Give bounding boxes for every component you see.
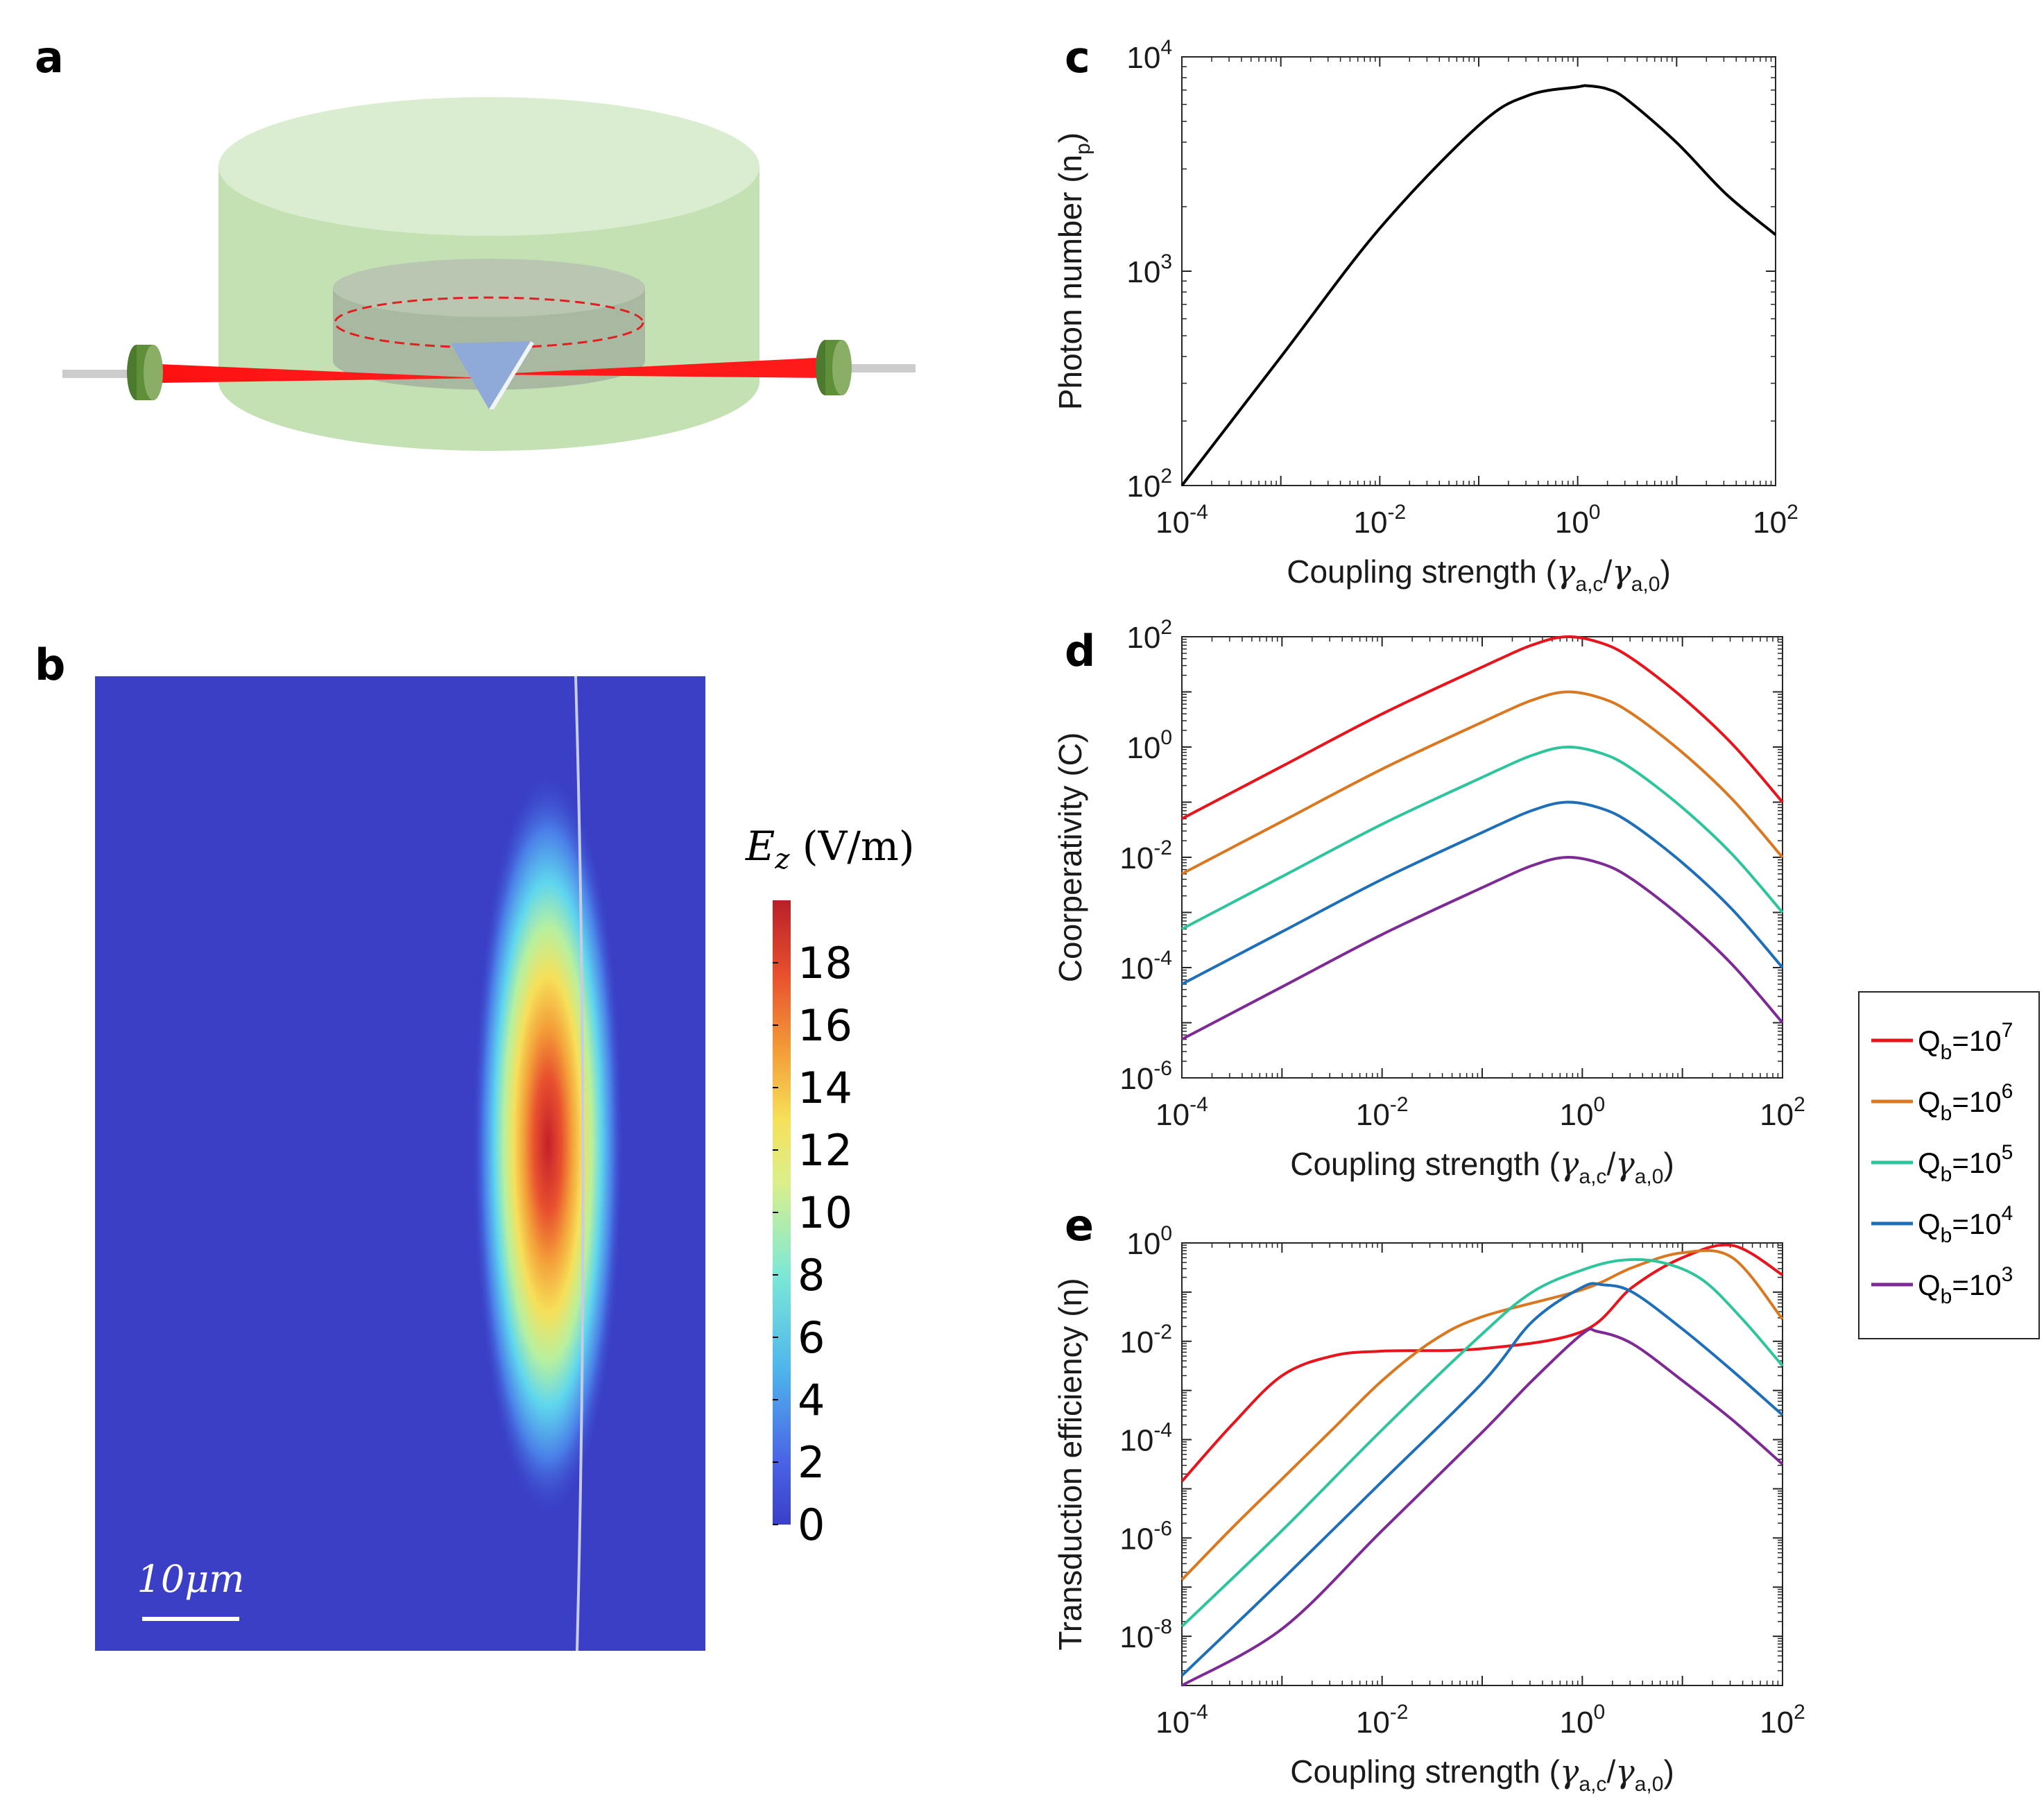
x-tick-label: 10-2 <box>1354 501 1407 540</box>
colorbar-tick-label: 4 <box>798 1375 825 1425</box>
x-tick-label: 10-2 <box>1356 1701 1409 1740</box>
field-mode-profile <box>472 770 624 1519</box>
laser-beam-left <box>160 364 486 383</box>
field-map: 10μm <box>95 676 705 1651</box>
inner-disk-top <box>333 259 645 317</box>
x-axis-label: Coupling strength (γa,c/γa,0) <box>1290 1145 1674 1188</box>
legend-label: Qb=106 <box>1918 1080 2013 1125</box>
series-line-d-0 <box>1181 635 1784 821</box>
x-tick-label: 100 <box>1555 501 1601 540</box>
chart-photon-number: 10-4 10-2 100 102 102 103 104 Coupling strength… <box>1052 36 1798 596</box>
panel-letter-b: b <box>35 640 65 690</box>
colorbar-title: Ez (V/m) <box>745 823 915 875</box>
x-tick-label: 10-2 <box>1356 1093 1409 1132</box>
series-line-d-2 <box>1181 745 1784 931</box>
chart-cooperativity: 10-4 10-2 100 10210-610-410-2100102Coupling… <box>1052 616 1805 1188</box>
y-tick-label: 100 <box>1126 726 1172 765</box>
axes-box <box>1181 636 1783 1079</box>
laser-beam-right <box>486 357 829 378</box>
series-line-c-0 <box>1180 84 1777 487</box>
y-tick-label: 102 <box>1126 616 1172 655</box>
colorbar-ticks: 18 16 14 12 10 8 6 4 2 0 <box>773 938 852 1550</box>
axes-box <box>1181 56 1776 486</box>
y-tick-label: 10-4 <box>1119 1419 1172 1458</box>
x-tick-label: 100 <box>1560 1093 1606 1132</box>
series-line-e-3 <box>1180 1282 1784 1677</box>
axes-box <box>1181 1242 1783 1686</box>
fiber-left <box>62 370 146 378</box>
panel-letter-d: d <box>1065 626 1095 676</box>
y-tick-label: 10-6 <box>1119 1517 1172 1556</box>
panel-letter-c: c <box>1065 32 1090 83</box>
series-line-e-1 <box>1180 1248 1784 1581</box>
x-tick-label: 100 <box>1560 1701 1606 1740</box>
colorbar-tick-label: 12 <box>798 1125 852 1176</box>
legend-label: Qb=105 <box>1918 1141 2013 1186</box>
chart-transduction-efficiency: 10-4 10-2 100 102 10-8 10-6 10-4 10-2 100 Couplin… <box>1052 1222 1805 1796</box>
y-tick-label: 103 <box>1126 250 1172 289</box>
colorbar-tick-label: 6 <box>798 1312 825 1363</box>
colorbar-tick-label: 2 <box>798 1437 825 1488</box>
y-axis-label: Transduction efficiency (η) <box>1052 1278 1088 1651</box>
legend-label: Qb=103 <box>1918 1263 2013 1308</box>
panel-letter-a: a <box>35 32 64 83</box>
resonator-boundary <box>574 676 585 1651</box>
colorbar: Ez (V/m) 18 16 14 12 10 8 6 4 2 0 <box>745 823 915 1550</box>
colorbar-tick-label: 0 <box>798 1500 825 1550</box>
y-axis-label: Coorperativity (C) <box>1052 732 1088 982</box>
series-line-d-3 <box>1181 800 1784 986</box>
legend-label: Qb=104 <box>1918 1202 2013 1247</box>
legend-label: Qb=107 <box>1918 1019 2013 1064</box>
y-tick-label: 10-2 <box>1119 1321 1172 1359</box>
x-tick-label: 102 <box>1753 501 1798 540</box>
schematic-resonator <box>62 97 916 451</box>
lens-right-face <box>832 340 852 395</box>
prism-edge <box>489 341 534 409</box>
scale-bar-label: 10μm <box>137 1557 244 1601</box>
series-line-d-4 <box>1181 855 1784 1041</box>
prism-coupler <box>451 341 531 409</box>
y-tick-label: 10-8 <box>1119 1615 1172 1654</box>
y-tick-label: 10-2 <box>1119 836 1172 875</box>
legend-box <box>1858 991 2040 1339</box>
x-tick-label: 102 <box>1760 1701 1805 1740</box>
colorbar-tick-label: 18 <box>798 938 852 988</box>
lens-left-face <box>144 345 163 400</box>
panel-letter-e: e <box>1065 1200 1094 1251</box>
y-tick-label: 102 <box>1126 465 1172 504</box>
series-line-e-4 <box>1181 1328 1784 1687</box>
outer-cylinder-top <box>218 97 759 236</box>
x-axis-label: Coupling strength (γa,c/γa,0) <box>1290 1753 1674 1796</box>
x-tick-label: 102 <box>1760 1093 1805 1132</box>
y-tick-label: 10-6 <box>1119 1057 1172 1096</box>
fiber-right <box>832 364 916 372</box>
y-tick-label: 104 <box>1126 36 1172 75</box>
x-tick-label: 10-4 <box>1156 1093 1208 1132</box>
y-tick-label: 100 <box>1126 1222 1172 1261</box>
colorbar-tick-label: 8 <box>798 1250 825 1301</box>
y-tick-label: 10-4 <box>1119 947 1172 986</box>
series-line-e-0 <box>1180 1243 1784 1483</box>
x-tick-label: 10-4 <box>1156 1701 1208 1740</box>
colorbar-tick-label: 16 <box>798 1000 852 1051</box>
x-tick-label: 10-4 <box>1156 501 1208 540</box>
legend: Qb=107 Qb=106 Qb=105 Qb=104 Qb=103 <box>1858 991 2040 1339</box>
colorbar-tick-label: 10 <box>798 1187 852 1238</box>
inner-disk-body <box>333 288 645 390</box>
y-axis-label: Photon number (np) <box>1052 132 1094 410</box>
x-axis-label: Coupling strength (γa,c/γa,0) <box>1287 553 1671 596</box>
series-line-e-2 <box>1180 1258 1784 1628</box>
colorbar-tick-label: 14 <box>798 1063 852 1113</box>
series-line-d-1 <box>1181 690 1784 875</box>
